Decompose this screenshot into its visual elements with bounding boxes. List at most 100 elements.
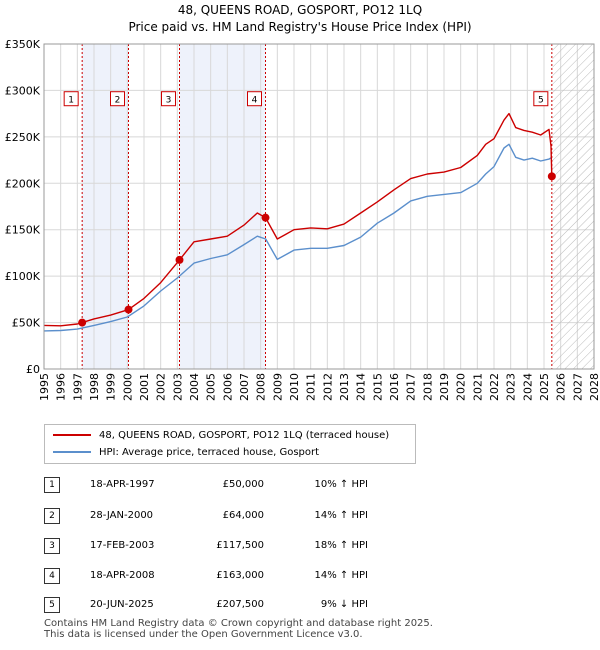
sale-date: 17-FEB-2003 — [90, 540, 155, 551]
sale-date: 20-JUN-2025 — [90, 599, 154, 610]
sale-label-text: 2 — [115, 96, 121, 106]
x-tick-label: 2023 — [505, 373, 518, 401]
sale-hpi-change: 14% ↑ HPI — [314, 510, 368, 521]
sale-price: £163,000 — [216, 570, 264, 581]
sale-label-box — [247, 91, 262, 107]
sale-marker-point — [547, 172, 556, 181]
sale-label-text: 1 — [68, 96, 74, 106]
x-tick-label: 2022 — [488, 373, 501, 401]
sale-number-badge: 1 — [44, 477, 60, 493]
sale-number-badge: 3 — [44, 538, 60, 554]
sale-hpi-change: 9% ↓ HPI — [320, 599, 368, 610]
sale-label-box — [110, 91, 125, 107]
price-paid-line — [43, 112, 553, 327]
hpi-line — [43, 143, 553, 332]
sale-price: £117,500 — [216, 540, 264, 551]
x-tick-label: 2012 — [321, 373, 334, 401]
y-tick-label: £200K — [5, 177, 41, 190]
chart-title: 48, QUEENS ROAD, GOSPORT, PO12 1LQ Price… — [0, 2, 600, 36]
sale-row: 4 18-APR-2008 £163,000 14% ↑ HPI — [44, 568, 384, 584]
y-tick-label: £250K — [5, 131, 41, 144]
chart-title-line1: 48, QUEENS ROAD, GOSPORT, PO12 1LQ — [177, 3, 423, 17]
y-tick-label: £0 — [26, 363, 40, 376]
sale-date: 18-APR-2008 — [90, 570, 155, 581]
y-tick-label: £350K — [5, 38, 41, 51]
attribution-line1: Contains HM Land Registry data © Crown c… — [44, 618, 433, 629]
sale-label-box — [533, 91, 549, 107]
sale-date: 28-JAN-2000 — [90, 510, 154, 521]
sale-row: 2 28-JAN-2000 £64,000 14% ↑ HPI — [44, 508, 384, 524]
x-tick-label: 2027 — [571, 373, 584, 401]
x-tick-label: 2020 — [455, 373, 468, 401]
x-tick-label: 2019 — [438, 373, 451, 401]
legend-swatch-price — [53, 434, 91, 436]
x-tick-label: 2010 — [288, 373, 301, 401]
y-tick-label: £50K — [12, 317, 41, 330]
chart-title-line2: Price paid vs. HM Land Registry's House … — [128, 20, 472, 34]
sale-marker-point — [78, 318, 87, 327]
x-tick-label: 2006 — [221, 373, 234, 401]
sale-marker-point — [124, 305, 133, 314]
sale-number-badge: 4 — [44, 568, 60, 584]
sale-row: 3 17-FEB-2003 £117,500 18% ↑ HPI — [44, 538, 384, 554]
x-tick-label: 2013 — [338, 373, 351, 401]
x-tick-label: 1999 — [105, 373, 118, 401]
x-tick-label: 2026 — [555, 373, 568, 401]
x-tick-label: 2002 — [155, 373, 168, 401]
sale-hpi-change: 10% ↑ HPI — [314, 479, 368, 490]
legend-label-hpi: HPI: Average price, terraced house, Gosp… — [99, 447, 320, 458]
attribution-line2: This data is licensed under the Open Gov… — [44, 629, 363, 640]
sale-price: £64,000 — [222, 510, 264, 521]
y-tick-label: £300K — [5, 84, 41, 97]
x-tick-label: 2014 — [355, 373, 368, 401]
x-tick-label: 2001 — [138, 373, 151, 401]
sale-hpi-change: 14% ↑ HPI — [314, 570, 368, 581]
x-tick-label: 2017 — [405, 373, 418, 401]
x-tick-label: 2003 — [171, 373, 184, 401]
plot-frame — [43, 43, 595, 370]
sale-label-text: 5 — [538, 96, 544, 106]
x-tick-label: 2007 — [238, 373, 251, 401]
sale-marker-point — [175, 255, 184, 264]
legend-swatch-hpi — [53, 451, 91, 453]
x-tick-label: 2018 — [421, 373, 434, 401]
sale-label-text: 4 — [252, 96, 258, 106]
x-tick-label: 2000 — [121, 373, 134, 401]
x-tick-label: 2025 — [538, 373, 551, 401]
sale-label-box — [63, 91, 79, 107]
y-tick-label: £100K — [5, 270, 41, 283]
future-hatch-region — [552, 44, 594, 369]
x-tick-label: 1995 — [38, 373, 51, 401]
x-tick-label: 2015 — [371, 373, 384, 401]
sale-marker-point — [261, 213, 270, 222]
sale-hpi-change: 18% ↑ HPI — [314, 540, 368, 551]
x-tick-label: 2016 — [388, 373, 401, 401]
legend-item-hpi: HPI: Average price, terraced house, Gosp… — [53, 445, 319, 461]
x-tick-label: 2021 — [471, 373, 484, 401]
x-tick-label: 2028 — [588, 373, 600, 401]
legend-item-price: 48, QUEENS ROAD, GOSPORT, PO12 1LQ (terr… — [53, 428, 389, 444]
x-tick-label: 2024 — [521, 373, 534, 401]
x-tick-label: 1998 — [88, 373, 101, 401]
sale-number-badge: 2 — [44, 508, 60, 524]
sale-row: 1 18-APR-1997 £50,000 10% ↑ HPI — [44, 477, 384, 493]
sale-row: 5 20-JUN-2025 £207,500 9% ↓ HPI — [44, 597, 384, 613]
x-tick-label: 2011 — [305, 373, 318, 401]
x-tick-label: 2009 — [271, 373, 284, 401]
x-tick-label: 1996 — [55, 373, 68, 401]
sale-label-text: 3 — [166, 96, 172, 106]
x-tick-label: 2005 — [205, 373, 218, 401]
price-chart: 1 2 3 4 5 £0 £50K £100K £150K £200K £250K £300K £35… — [5, 38, 600, 401]
x-tick-label: 2008 — [255, 373, 268, 401]
legend-label-price: 48, QUEENS ROAD, GOSPORT, PO12 1LQ (terr… — [99, 430, 390, 441]
attribution-footer: Contains HM Land Registry data © Crown c… — [44, 618, 433, 640]
sale-date: 18-APR-1997 — [90, 479, 155, 490]
sale-price: £50,000 — [222, 479, 264, 490]
chart-legend: 48, QUEENS ROAD, GOSPORT, PO12 1LQ (terr… — [44, 424, 416, 464]
x-tick-label: 2004 — [188, 373, 201, 401]
y-tick-label: £150K — [5, 224, 41, 237]
sale-number-badge: 5 — [44, 597, 60, 613]
x-tick-label: 1997 — [71, 373, 84, 401]
sale-price: £207,500 — [216, 599, 264, 610]
sale-label-box — [161, 91, 176, 107]
